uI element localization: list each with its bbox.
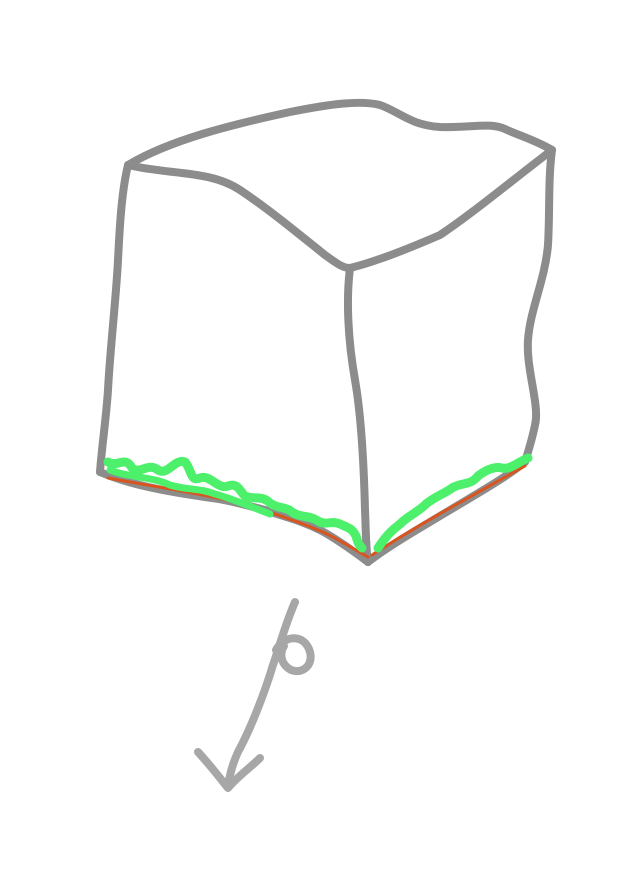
grass-right-strip (373, 453, 533, 553)
cube-top-left-edge (124, 161, 354, 272)
cube-top-right-edge (346, 146, 556, 272)
grass-left-strip (103, 456, 367, 553)
cube-left-edge (96, 161, 132, 476)
cube-right-edge (521, 146, 556, 466)
cube-top-back-edge (124, 98, 556, 169)
cube-bottom-right-edge (364, 458, 529, 566)
arrow-head (194, 748, 264, 792)
down-arrow: 6 (194, 598, 315, 792)
grass-highlight (103, 453, 533, 559)
cube (96, 98, 556, 566)
grass-left-strip-2 (106, 466, 274, 518)
grass-right-underline (370, 464, 527, 557)
cube-front-edge (343, 264, 372, 566)
arrow-loop (272, 634, 315, 676)
arrow-shaft (224, 598, 299, 789)
